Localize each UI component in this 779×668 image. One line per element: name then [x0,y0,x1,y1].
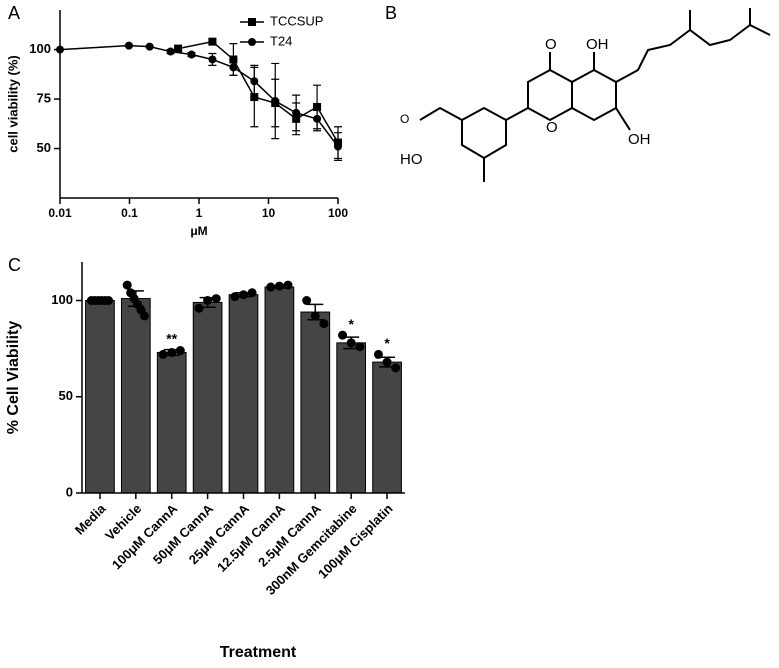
marker [208,55,217,64]
y-tick-label: 100 [51,292,73,307]
legend-label: T24 [270,33,292,48]
data-point [373,349,383,359]
legend-label: TCCSUP [270,13,323,28]
bar [264,286,295,494]
bar [372,361,402,494]
data-point [122,280,132,290]
marker [208,37,217,46]
x-axis-title: Treatment [220,644,297,661]
data-point [382,357,392,367]
data-point [194,303,204,313]
atom-label: HO [400,151,423,168]
y-tick-label: 100 [29,41,51,56]
data-point [319,319,329,329]
x-tick-label: 0.1 [121,206,138,220]
bar [336,342,367,494]
data-point [391,363,401,373]
data-point [247,288,257,298]
legend-marker [248,18,256,26]
x-tick-label: 0.01 [48,206,72,220]
atom-label: O [546,119,558,136]
x-tick-label: 1 [196,206,203,220]
marker [271,97,280,106]
panel-label: B [385,3,397,23]
data-point [266,282,276,292]
marker [313,114,322,123]
panel-label: C [8,255,21,275]
x-axis-title: μM [190,224,207,238]
y-tick-label: 75 [37,90,51,105]
panel-label: A [8,3,20,23]
data-point [239,290,248,300]
marker [334,142,342,151]
y-tick-label: 50 [37,140,51,155]
x-tick-label: 10 [262,206,276,220]
bar [120,298,151,494]
atom-label: O [545,36,557,53]
marker [145,42,154,51]
marker [124,41,133,50]
data-point [338,330,348,340]
bar [228,294,259,494]
data-point [203,296,213,305]
molecule [419,8,771,182]
y-tick-label: 50 [59,388,73,403]
data-point [310,311,320,321]
marker [292,108,301,117]
marker [174,44,183,53]
y-axis-title: % Cell Viability [5,321,22,435]
atom-label: OH [586,36,609,53]
data-point [302,296,312,305]
data-point [211,294,221,304]
atom-label: O [400,112,409,126]
data-point [104,296,114,305]
y-tick-label: 0 [66,484,73,499]
marker [56,45,64,54]
marker [229,63,238,72]
legend-marker [248,38,256,46]
marker [166,47,175,56]
x-tick-label: 100 [328,206,348,220]
significance-label: * [348,316,354,332]
data-point [346,338,356,348]
data-point [139,311,149,321]
data-point [158,349,168,359]
bar [300,311,331,494]
marker [250,77,259,86]
y-axis-title: cell viability (%) [5,55,20,153]
significance-label: ** [166,330,177,346]
data-point [283,280,293,290]
data-point [274,281,284,291]
bar [156,351,187,494]
bar [192,301,223,494]
atom-label: OH [628,131,651,148]
marker [187,50,196,59]
data-point [230,292,240,302]
data-point [175,346,185,356]
data-point [355,342,365,352]
data-point [167,347,177,357]
bar [85,300,115,494]
significance-label: * [384,335,390,351]
